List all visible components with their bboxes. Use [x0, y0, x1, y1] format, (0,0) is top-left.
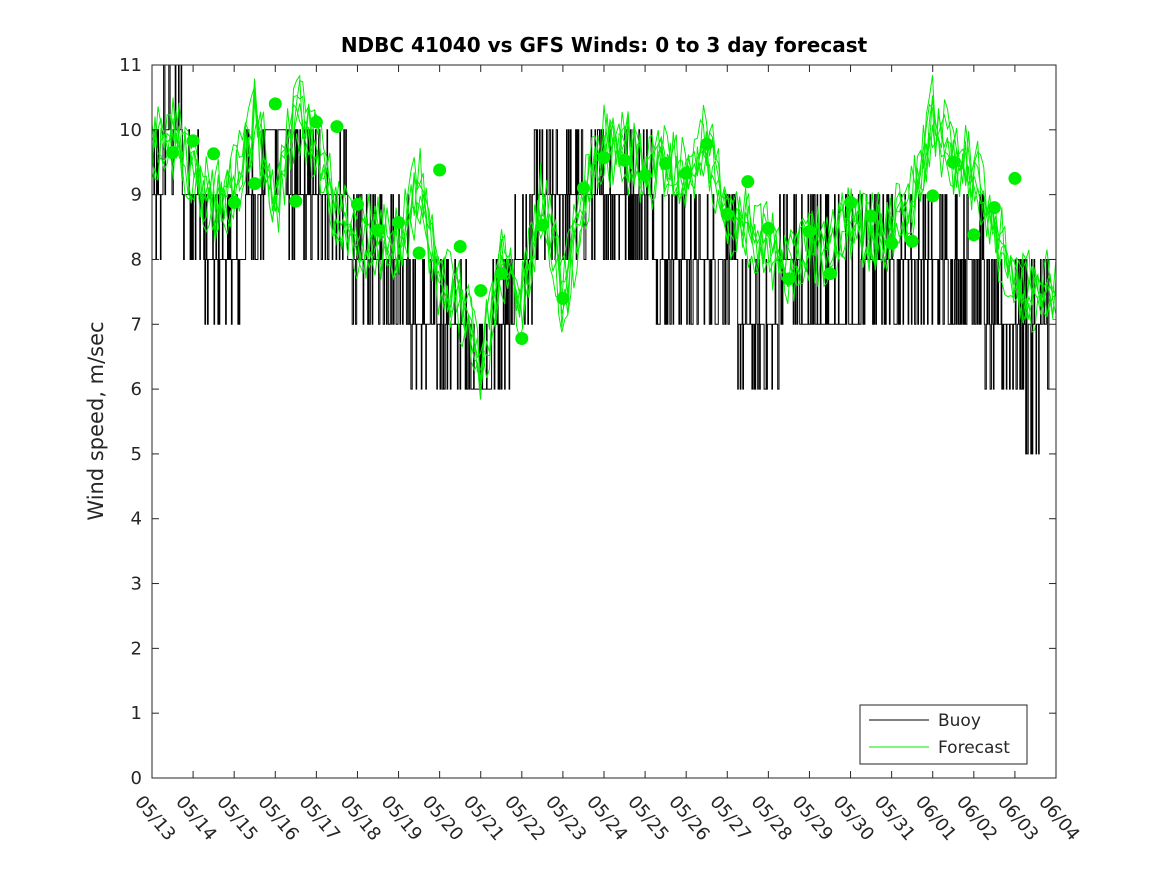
x-tick-label: 06/01 [911, 792, 960, 845]
forecast-point [659, 157, 673, 171]
forecast-point [330, 120, 344, 134]
forecast-point [248, 177, 262, 191]
legend: Buoy Forecast [859, 704, 1028, 765]
y-tick-label: 0 [131, 768, 142, 789]
x-tick-label: 05/16 [253, 792, 302, 845]
forecast-series-line [151, 75, 1056, 385]
forecast-point [227, 195, 241, 209]
forecast-point [576, 181, 590, 195]
forecast-point [700, 137, 714, 151]
forecast-point [268, 97, 282, 111]
forecast-point [392, 216, 406, 230]
forecast-point [556, 291, 570, 305]
forecast-point [597, 151, 611, 165]
x-tick-label: 05/15 [212, 792, 261, 845]
x-tick-label: 05/20 [418, 792, 467, 845]
forecast-series-line [151, 74, 1057, 392]
forecast-point [618, 153, 632, 167]
x-tick-label: 06/03 [993, 792, 1042, 845]
forecast-point [166, 146, 180, 160]
forecast-point [515, 332, 529, 346]
y-tick-label: 6 [131, 379, 142, 400]
forecast-point [207, 147, 221, 161]
forecast-point [186, 134, 200, 148]
x-tick-label: 05/24 [582, 792, 631, 845]
forecast-point [782, 272, 796, 286]
x-tick-label: 05/22 [500, 792, 549, 845]
x-tick-label: 05/28 [747, 792, 796, 845]
x-tick-label: 05/25 [623, 792, 672, 845]
y-tick-label: 2 [131, 638, 142, 659]
forecast-point [433, 163, 447, 177]
x-tick-label: 06/04 [1034, 792, 1083, 845]
forecast-point [720, 207, 734, 221]
forecast-point [802, 225, 816, 239]
forecast-point [946, 155, 960, 169]
forecast-point [453, 239, 467, 253]
forecast-point [864, 209, 878, 223]
forecast-point [371, 223, 385, 237]
x-tick-label: 05/30 [829, 792, 878, 845]
x-tick-label: 05/21 [459, 792, 508, 845]
forecast-series-line [151, 80, 1057, 359]
forecast-point [474, 284, 488, 298]
y-tick-label: 4 [131, 509, 142, 530]
y-tick-label: 3 [131, 574, 142, 595]
y-axis: 0 1 2 3 4 5 6 7 8 9 10 11 [119, 55, 1056, 789]
x-tick-label: 05/26 [664, 792, 713, 845]
forecast-point [679, 166, 693, 180]
forecast-point [987, 201, 1001, 215]
x-tick-label: 05/17 [295, 792, 344, 845]
forecast-point [823, 267, 837, 281]
forecast-point [905, 234, 919, 248]
y-tick-label: 7 [131, 314, 142, 335]
forecast-point [494, 267, 508, 281]
y-tick-label: 10 [119, 120, 142, 141]
forecast-point [885, 236, 899, 250]
forecast-point [412, 246, 426, 260]
x-tick-label: 05/29 [788, 792, 837, 845]
forecast-series-line [151, 95, 1057, 383]
x-tick-label: 05/27 [705, 792, 754, 845]
x-tick-label: 06/02 [952, 792, 1001, 845]
forecast-point [926, 189, 940, 203]
forecast-point [741, 175, 755, 189]
legend-label-buoy: Buoy [938, 711, 981, 731]
forecast-point [289, 194, 303, 208]
x-tick-label: 05/19 [377, 792, 426, 845]
y-tick-label: 5 [131, 444, 142, 465]
y-tick-label: 9 [131, 185, 142, 206]
x-tick-label: 05/13 [130, 792, 179, 845]
forecast-point [638, 168, 652, 182]
forecast-point [761, 221, 775, 235]
forecast-point [535, 218, 549, 232]
x-tick-label: 05/14 [171, 792, 220, 845]
chart-title: NDBC 41040 vs GFS Winds: 0 to 3 day fore… [341, 33, 868, 57]
y-tick-label: 11 [119, 55, 142, 76]
x-tick-label: 05/31 [870, 792, 919, 845]
legend-box [859, 704, 1028, 765]
forecast-point [309, 115, 323, 129]
x-tick-label: 05/23 [541, 792, 590, 845]
x-tick-label: 05/18 [336, 792, 385, 845]
y-tick-label: 1 [131, 703, 142, 724]
forecast-point [967, 228, 981, 242]
plot-data [151, 64, 1057, 455]
forecast-point [1008, 171, 1022, 185]
y-axis-label: Wind speed, m/sec [84, 321, 108, 520]
y-tick-label: 8 [131, 249, 142, 270]
forecast-point [350, 197, 364, 211]
buoy-series-line [152, 64, 1056, 455]
legend-label-forecast: Forecast [938, 738, 1010, 758]
forecast-point [844, 195, 858, 209]
